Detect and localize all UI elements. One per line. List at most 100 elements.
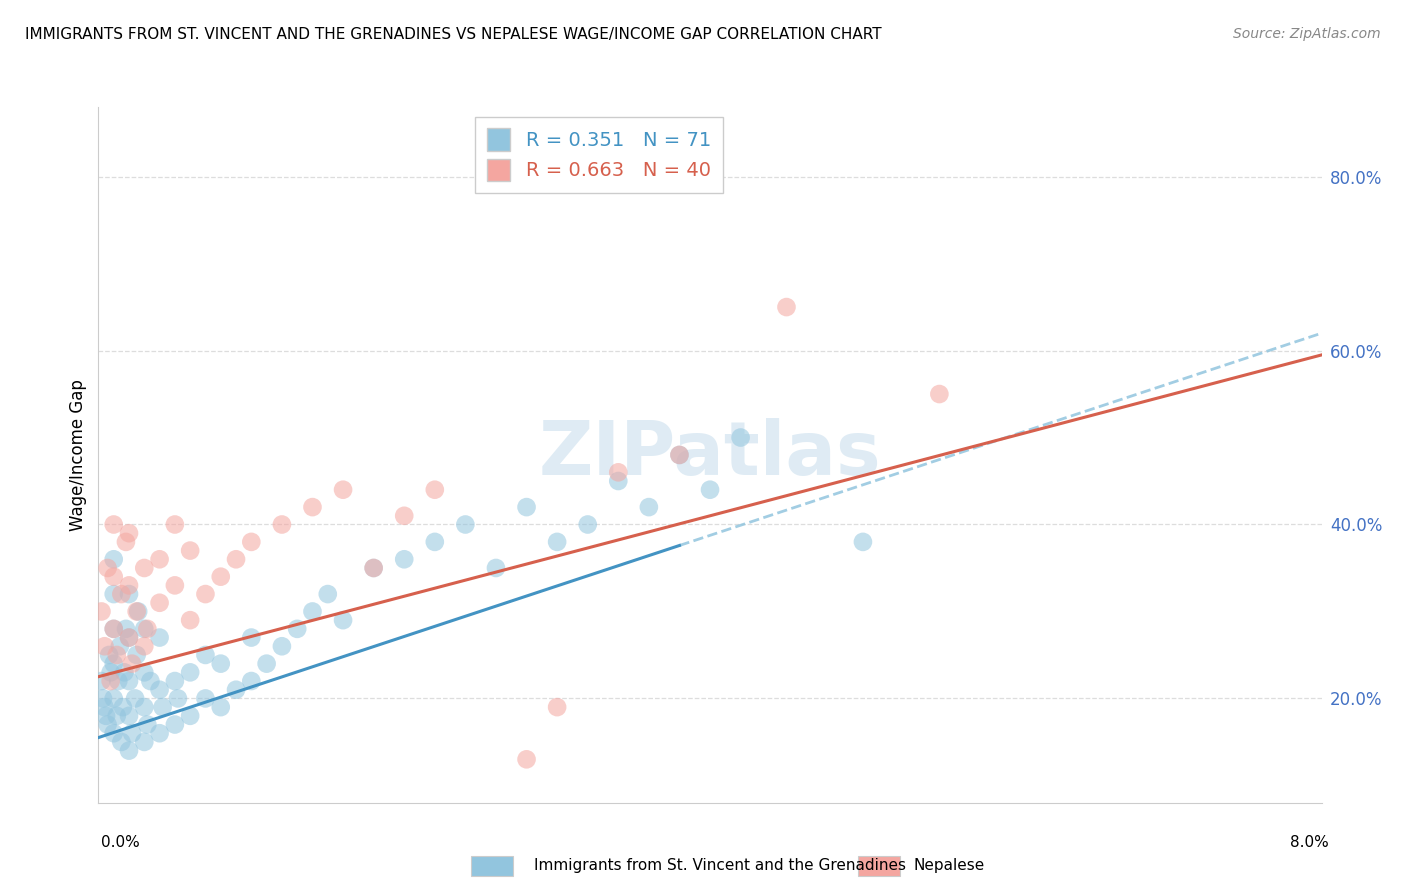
Point: [136, 622, 159, 636]
Point: [93, 700, 115, 714]
Point: [94, 708, 117, 723]
Point: [139, 674, 162, 689]
Point: [149, 552, 172, 566]
Point: [240, 631, 263, 645]
Point: [121, 657, 143, 671]
Point: [423, 483, 446, 497]
Point: [127, 605, 149, 619]
Point: [163, 717, 186, 731]
Point: [546, 700, 568, 714]
Point: [485, 561, 508, 575]
Point: [118, 587, 141, 601]
Point: [516, 500, 538, 514]
Point: [775, 300, 797, 314]
Point: [134, 735, 156, 749]
Point: [256, 657, 278, 671]
Point: [149, 726, 172, 740]
Point: [134, 561, 156, 575]
Point: [194, 648, 217, 662]
Point: [270, 517, 294, 532]
Point: [699, 483, 721, 497]
Point: [118, 578, 141, 592]
Point: [392, 552, 416, 566]
Point: [103, 570, 125, 584]
Point: [928, 387, 950, 401]
Point: [103, 587, 125, 601]
Point: [125, 648, 148, 662]
Point: [110, 735, 132, 749]
Point: [103, 657, 125, 671]
Point: [607, 474, 630, 488]
Y-axis label: Wage/Income Gap: Wage/Income Gap: [69, 379, 87, 531]
Point: [576, 517, 599, 532]
Point: [149, 596, 172, 610]
Point: [225, 682, 247, 697]
Point: [225, 552, 247, 566]
Point: [852, 534, 875, 549]
Point: [392, 508, 416, 523]
Point: [546, 534, 568, 549]
Point: [118, 526, 141, 541]
Point: [118, 674, 141, 689]
Point: [270, 639, 294, 653]
Point: [100, 674, 122, 689]
Point: [115, 534, 138, 549]
Point: [637, 500, 661, 514]
Point: [607, 466, 630, 480]
Legend: R = 0.351   N = 71, R = 0.663   N = 40: R = 0.351 N = 71, R = 0.663 N = 40: [475, 117, 723, 193]
Point: [149, 631, 172, 645]
Point: [163, 517, 186, 532]
Point: [179, 543, 201, 558]
Point: [454, 517, 477, 532]
Point: [301, 500, 323, 514]
Point: [668, 448, 690, 462]
Point: [363, 561, 385, 575]
Point: [103, 622, 125, 636]
Point: [111, 700, 134, 714]
Point: [179, 613, 201, 627]
Point: [125, 605, 148, 619]
Text: 0.0%: 0.0%: [101, 836, 141, 850]
Point: [103, 552, 125, 566]
Point: [209, 570, 232, 584]
Point: [316, 587, 339, 601]
Point: [668, 448, 690, 462]
Point: [240, 674, 263, 689]
Point: [103, 691, 125, 706]
Point: [423, 534, 446, 549]
Point: [103, 517, 125, 532]
Point: [118, 631, 141, 645]
Point: [118, 631, 141, 645]
Point: [332, 483, 354, 497]
Point: [118, 744, 141, 758]
Point: [194, 691, 217, 706]
Point: [112, 665, 135, 680]
Point: [240, 534, 263, 549]
Text: Nepalese: Nepalese: [914, 858, 986, 872]
Point: [110, 587, 132, 601]
Point: [121, 726, 143, 740]
Point: [118, 708, 141, 723]
Point: [516, 752, 538, 766]
Point: [103, 622, 125, 636]
Point: [90, 605, 112, 619]
Point: [209, 657, 232, 671]
Text: 8.0%: 8.0%: [1289, 836, 1329, 850]
Point: [285, 622, 308, 636]
Point: [163, 674, 186, 689]
Point: [124, 691, 146, 706]
Point: [105, 708, 128, 723]
Point: [115, 622, 138, 636]
Point: [107, 674, 129, 689]
Point: [103, 726, 125, 740]
Text: ZIPatlas: ZIPatlas: [538, 418, 882, 491]
Point: [93, 639, 115, 653]
Point: [108, 639, 131, 653]
Point: [332, 613, 354, 627]
Point: [730, 430, 752, 444]
Point: [152, 700, 174, 714]
Point: [209, 700, 232, 714]
Point: [134, 622, 156, 636]
Point: [97, 717, 120, 731]
Point: [179, 665, 201, 680]
